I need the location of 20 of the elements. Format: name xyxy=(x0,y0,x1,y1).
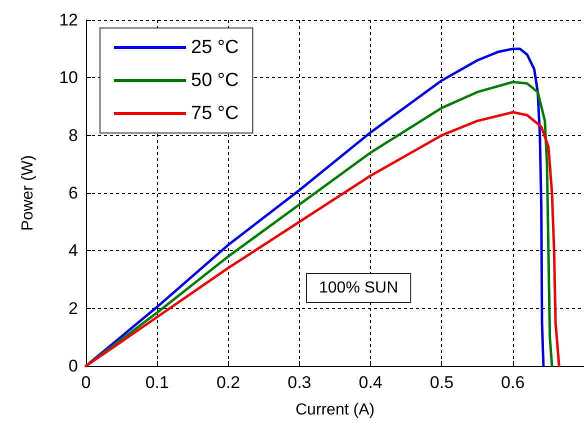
x-tick-label: 0.3 xyxy=(288,373,312,392)
x-tick-label: 0.6 xyxy=(501,373,525,392)
x-tick-label: 0.2 xyxy=(216,373,240,392)
y-tick-label: 10 xyxy=(59,68,78,88)
y-tick-label: 0 xyxy=(68,356,78,376)
x-tick-label: 0.4 xyxy=(358,373,382,392)
annotation: 100% SUN xyxy=(319,280,398,296)
legend-label: 50 °C xyxy=(191,70,239,91)
x-tick-label: 0.1 xyxy=(145,373,169,392)
y-axis-title: Power (W) xyxy=(20,155,36,231)
x-axis-title: Current (A) xyxy=(295,402,375,418)
y-tick-label: 12 xyxy=(59,10,78,30)
y-tick-label: 6 xyxy=(68,184,78,202)
legend-label: 25 °C xyxy=(191,37,239,58)
x-tick-label: 0 xyxy=(81,373,91,392)
legend-label: 75 °C xyxy=(191,103,239,124)
y-tick-label: 4 xyxy=(68,241,78,260)
y-tick-label: 2 xyxy=(68,298,78,318)
y-tick-label: 8 xyxy=(68,126,78,145)
x-tick-label: 0.5 xyxy=(430,373,454,392)
